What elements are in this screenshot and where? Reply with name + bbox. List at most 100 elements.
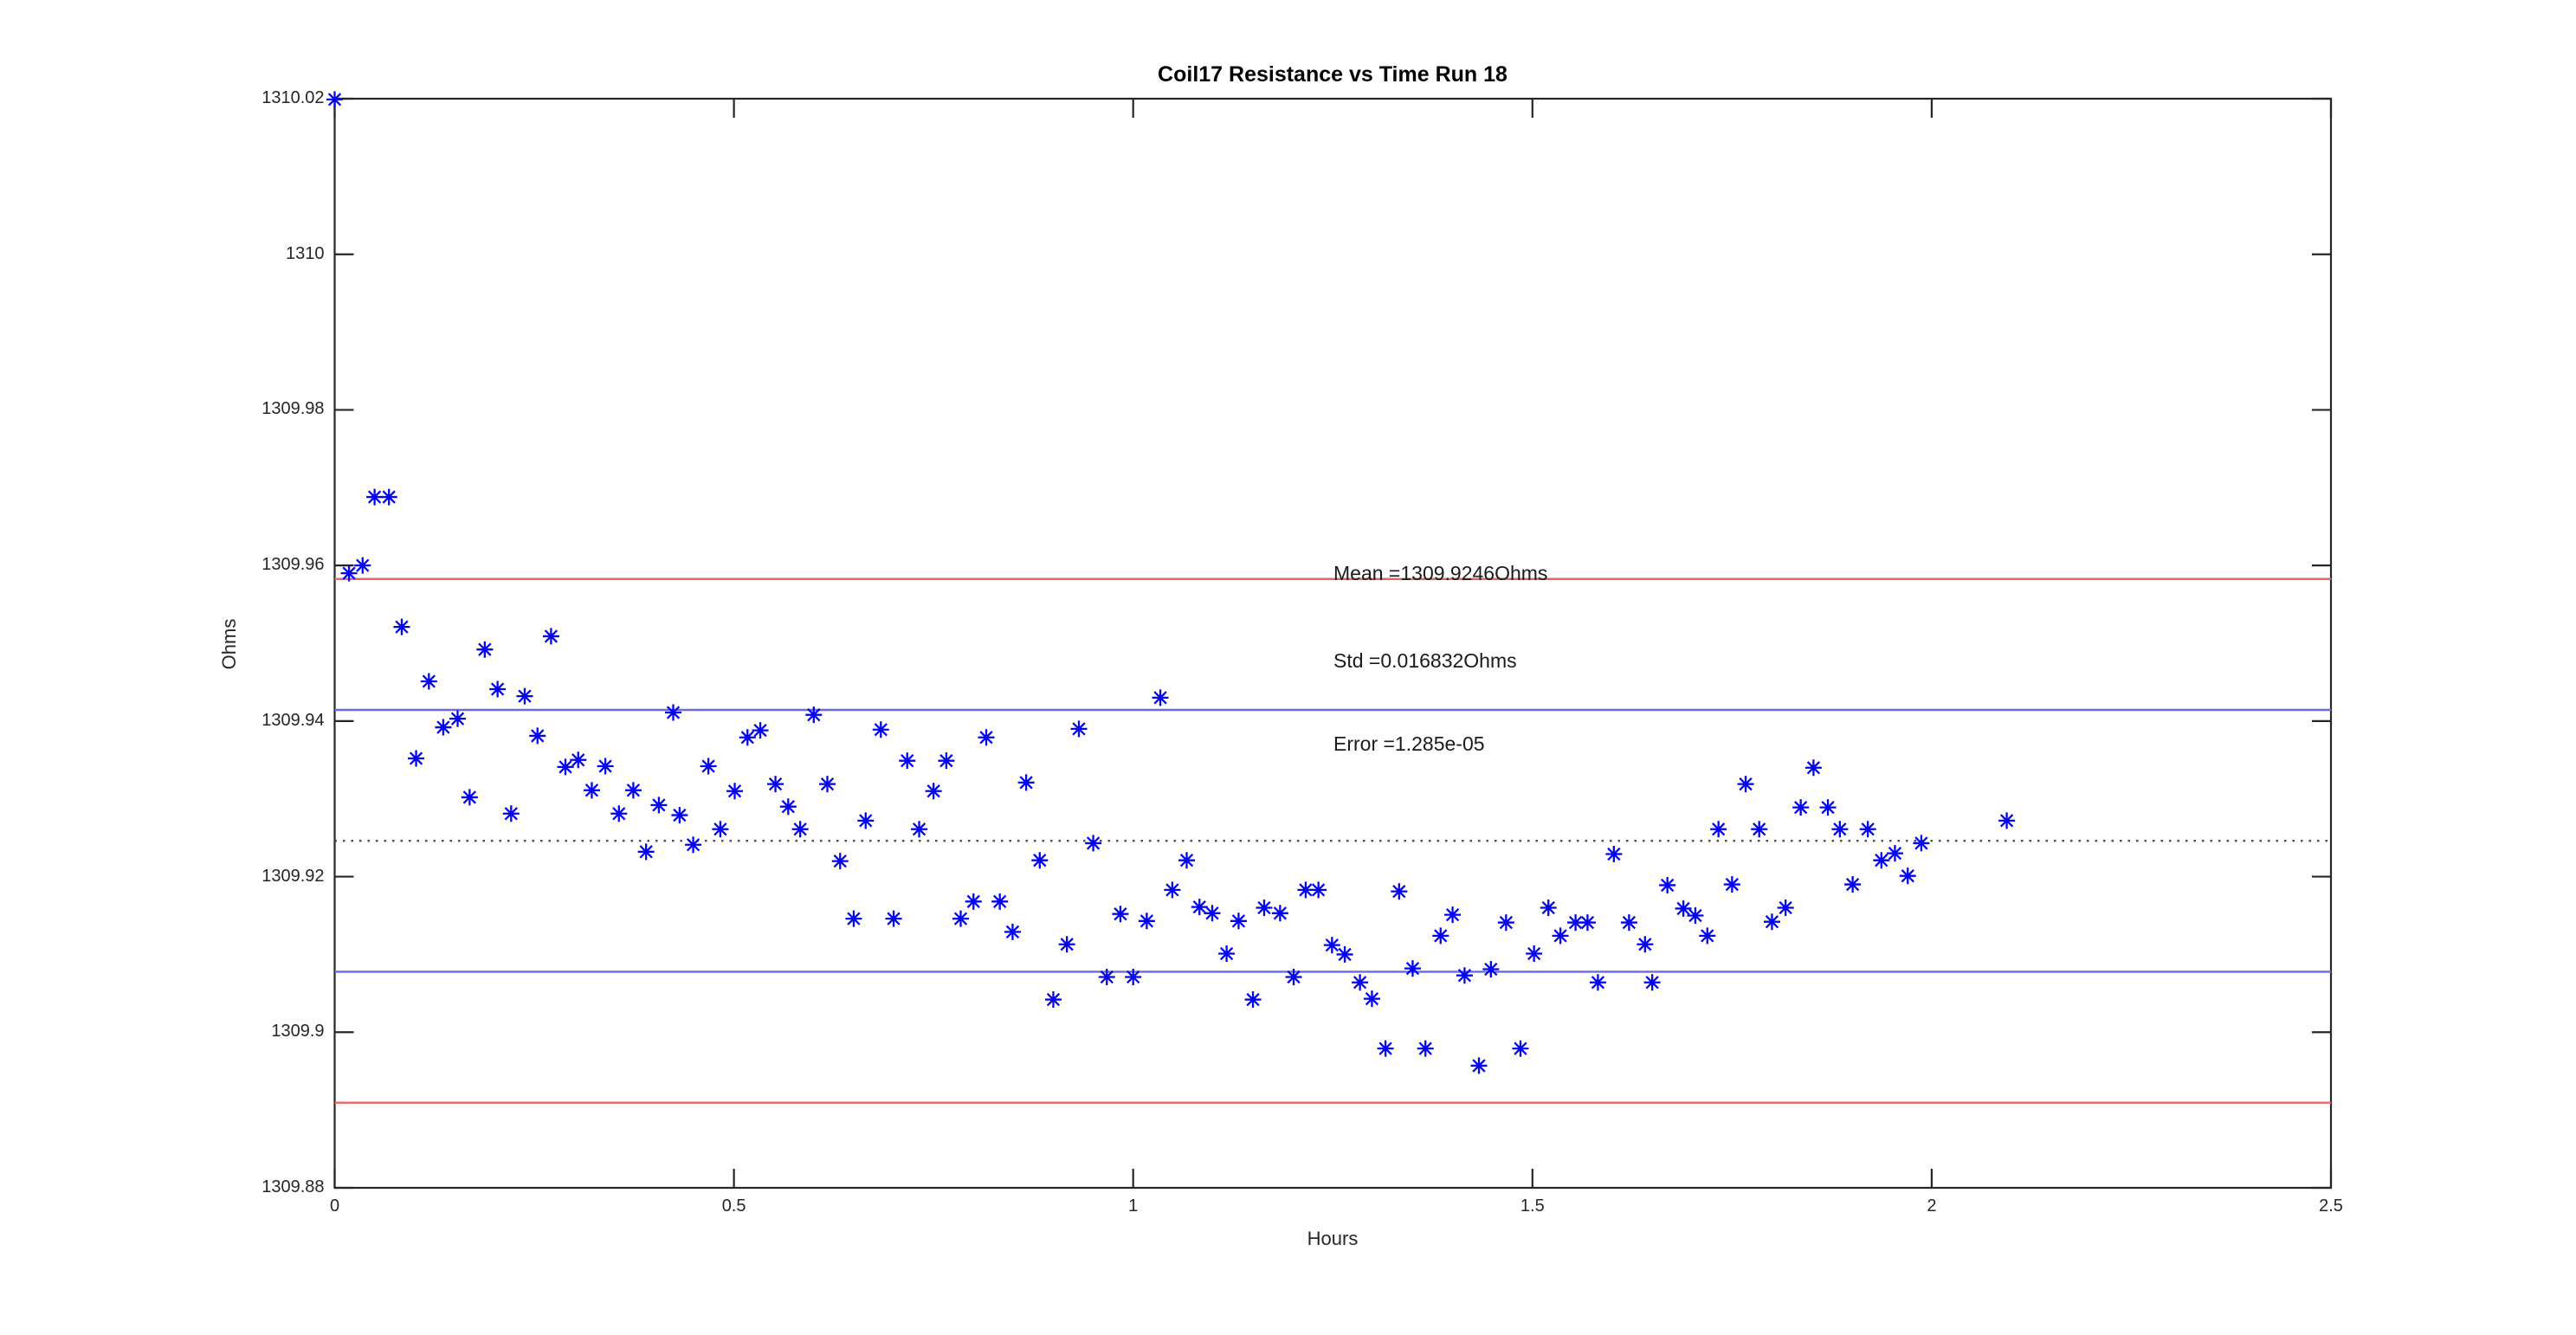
x-tick-label: 2 xyxy=(1927,1196,1937,1216)
x-tick-label: 2.5 xyxy=(2319,1196,2343,1216)
scatter-point xyxy=(818,776,836,793)
scatter-point xyxy=(1763,913,1780,931)
scatter-point xyxy=(978,729,995,746)
scatter-point xyxy=(529,727,546,745)
scatter-point xyxy=(1886,845,1903,862)
scatter-point xyxy=(557,758,574,776)
scatter-point xyxy=(791,821,809,838)
y-tick-label: 1309.98 xyxy=(261,399,325,419)
scatter-point xyxy=(1710,821,1727,838)
scatter-point xyxy=(1579,914,1596,932)
scatter-point xyxy=(489,680,507,698)
scatter-point xyxy=(831,853,849,870)
scatter-point xyxy=(767,776,784,793)
scatter-point xyxy=(1859,821,1876,838)
scatter-point xyxy=(938,752,955,770)
scatter-point xyxy=(597,758,614,775)
x-axis-label: Hours xyxy=(1307,1228,1359,1249)
scatter-point xyxy=(354,557,371,574)
scatter-point xyxy=(624,782,642,799)
stats-mean-text: Mean =1309.9246Ohms xyxy=(1333,562,1548,584)
scatter-point xyxy=(1620,914,1637,932)
scatter-point xyxy=(1256,900,1273,917)
scatter-point xyxy=(1637,936,1654,953)
scatter-point xyxy=(1218,945,1236,963)
scatter-point xyxy=(1363,990,1380,1008)
stats-annotation: Mean =1309.9246Ohms Std =0.016832Ohms Er… xyxy=(1333,504,1547,813)
scatter-point xyxy=(1336,945,1353,963)
scatter-point xyxy=(1751,821,1768,838)
scatter-point xyxy=(610,805,628,822)
scatter-point xyxy=(1482,961,1500,977)
scatter-point xyxy=(1244,991,1262,1009)
y-tick-label: 1309.92 xyxy=(261,866,325,886)
scatter-point xyxy=(700,758,717,775)
scatter-point xyxy=(779,798,797,816)
scatter-point xyxy=(1873,852,1890,869)
scatter-point xyxy=(805,706,823,724)
x-tick-label: 0 xyxy=(329,1196,340,1216)
scatter-point xyxy=(1804,759,1822,777)
y-tick-label: 1309.96 xyxy=(261,555,325,575)
scatter-point xyxy=(449,710,467,727)
scatter-point xyxy=(570,751,587,769)
scatter-point xyxy=(435,719,452,736)
scatter-point xyxy=(1230,913,1247,930)
scatter-point xyxy=(1017,774,1035,791)
scatter-point xyxy=(1737,776,1754,793)
scatter-point xyxy=(461,789,478,806)
scatter-point xyxy=(991,893,1009,910)
scatter-point xyxy=(1792,799,1810,816)
scatter-point xyxy=(1271,905,1288,922)
scatter-point xyxy=(1659,876,1676,893)
scatter-point xyxy=(1044,991,1062,1009)
scatter-point xyxy=(1138,913,1155,930)
scatter-point xyxy=(1444,906,1462,924)
scatter-point xyxy=(1085,835,1102,852)
x-tick-label: 1.5 xyxy=(1520,1196,1545,1216)
scatter-point xyxy=(1070,720,1088,738)
scatter-point xyxy=(1285,968,1302,985)
scatter-point xyxy=(1913,835,1930,852)
scatter-point xyxy=(1310,881,1327,899)
scatter-point xyxy=(1125,968,1142,985)
scatter-point xyxy=(1675,900,1692,917)
scatter-point xyxy=(712,821,729,838)
scatter-point xyxy=(885,910,902,927)
scatter-point xyxy=(1819,799,1837,816)
scatter-point xyxy=(366,488,384,506)
scatter-point xyxy=(1512,1040,1529,1057)
scatter-point xyxy=(1470,1057,1488,1074)
scatter-point xyxy=(1297,881,1314,899)
scatter-point xyxy=(1497,914,1514,932)
x-tick-label: 1 xyxy=(1128,1196,1139,1216)
scatter-point xyxy=(1432,927,1449,945)
scatter-point xyxy=(637,843,655,861)
scatter-point xyxy=(326,91,343,108)
y-tick-label: 1309.88 xyxy=(261,1177,325,1196)
scatter-point xyxy=(583,782,600,799)
scatter-point xyxy=(857,812,875,829)
scatter-point xyxy=(1605,846,1623,863)
scatter-point xyxy=(726,783,744,800)
scatter-point xyxy=(393,618,410,635)
plot-box xyxy=(333,97,2333,1190)
stats-std-text: Std =0.016832Ohms xyxy=(1333,649,1517,672)
scatter-point xyxy=(1098,968,1115,985)
scatter-point xyxy=(1178,852,1195,869)
scatter-point xyxy=(1687,907,1704,924)
scatter-point xyxy=(965,893,982,910)
scatter-point xyxy=(502,805,520,822)
scatter-point xyxy=(899,752,916,770)
y-tick-label: 1309.94 xyxy=(261,710,325,730)
scatter-point xyxy=(380,488,397,506)
scatter-point xyxy=(542,628,559,645)
scatter-point xyxy=(1844,876,1862,893)
scatter-point xyxy=(1152,689,1169,706)
scatter-point xyxy=(1552,927,1569,945)
scatter-point xyxy=(952,910,969,927)
scatter-point xyxy=(1004,923,1021,940)
scatter-point xyxy=(1589,974,1606,991)
